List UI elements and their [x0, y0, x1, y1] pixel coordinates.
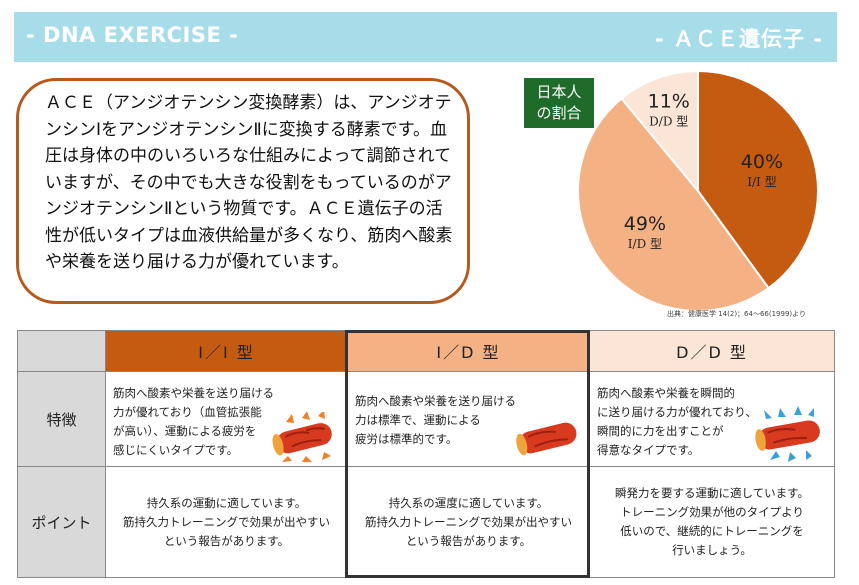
table-header-row: I／I 型 I／D 型 D／D 型: [17, 330, 835, 372]
feature-line: に送り届ける力が優れており、: [597, 405, 757, 419]
feature-line: 筋肉へ酸素や栄養を送り届ける: [113, 386, 274, 400]
feature-line: 瞬間的に力を出すことが: [597, 424, 724, 438]
description-text: ＡＣＥ（アンジオテンシン変換酵素）は、アンジオテンシンⅠをアンジオテンシンⅡに変…: [45, 93, 453, 272]
column-header-dd: D／D 型: [589, 330, 835, 372]
pie-slice-id: [577, 97, 770, 312]
feature-line: 筋肉へ酸素や栄養を瞬間的: [597, 386, 735, 400]
header-right-title: - ＡＣＥ遺伝子 -: [654, 27, 823, 51]
pie-label-id: I/D 型: [628, 237, 662, 251]
point-line: 持久系の運動に適しています。: [146, 495, 307, 510]
feature-cell-id: 筋肉へ酸素や栄養を送り届ける 力は標準で、運動による 疲労は標準的です。: [347, 371, 590, 467]
header-left-title: - DNA EXERCISE -: [26, 23, 239, 47]
point-line: 筋持久力トレーニングで効果が出やすい: [123, 514, 330, 529]
pie-slice-dd: [620, 69, 699, 194]
point-cell-ii: 持久系の運動に適しています。 筋持久力トレーニングで効果が出やすい という報告が…: [105, 466, 348, 578]
feature-line: 得意なタイプです。: [597, 443, 700, 457]
pie-slice-ii: [697, 69, 819, 290]
feature-line: 力が優れており（血管拡張能: [113, 405, 262, 419]
pie-label-ii: I/I 型: [747, 175, 776, 189]
feature-line: 力は標準で、運動による: [355, 413, 481, 427]
pie-percent-dd: 11%: [648, 91, 690, 113]
chart-source: 出典：健康医学 14(2)；64〜66(1999)より: [667, 310, 806, 318]
blood-vessel-inward-arrows-icon: [755, 406, 820, 462]
feature-cell-ii: 筋肉へ酸素や栄養を送り届ける 力が優れており（血管拡張能 が高い）、運動による疲…: [105, 371, 348, 467]
blood-vessel-icon: [516, 422, 577, 456]
badge-line2: の割合: [536, 104, 582, 122]
pie-chart: 40% I/I 型 49% I/D 型 11% D/D 型: [577, 69, 819, 312]
description-box: ＡＣＥ（アンジオテンシン変換酵素）は、アンジオテンシンⅠをアンジオテンシンⅡに変…: [16, 78, 470, 304]
point-line: 筋持久力トレーニングで効果が出やすい: [365, 514, 572, 529]
pie-label-dd: D/D 型: [649, 115, 688, 129]
point-line: という報告があります。: [405, 533, 532, 548]
genotype-table: I／I 型 I／D 型 D／D 型 特徴 筋肉へ酸素や栄養を送り届ける 力が優れ…: [17, 330, 835, 578]
point-line: 瞬発力を要する運動に適しています。: [614, 486, 809, 500]
point-line: 持久系の運度に適しています。: [388, 495, 549, 510]
table-row-feature: 特徴 筋肉へ酸素や栄養を送り届ける 力が優れており（血管拡張能 が高い）、運動に…: [17, 371, 835, 467]
feature-line: が高い）、運動による疲労を: [113, 424, 257, 438]
column-header-ii: I／I 型: [105, 330, 348, 372]
feature-cell-dd: 筋肉へ酸素や栄養を瞬間的 に送り届ける力が優れており、 瞬間的に力を出すことが …: [589, 371, 835, 467]
point-line: という報告があります。: [163, 533, 290, 548]
point-cell-id: 持久系の運度に適しています。 筋持久力トレーニングで効果が出やすい という報告が…: [347, 466, 590, 578]
point-line: 低いので、継続的にトレーニングを: [620, 524, 804, 538]
feature-line: 筋肉へ酸素や栄養を送り届ける: [355, 394, 516, 408]
point-line: 行いましょう。: [672, 543, 752, 557]
feature-line: 疲労は標準的です。: [355, 432, 458, 446]
row-label-feature: 特徴: [17, 371, 106, 467]
badge-line1: 日本人: [536, 83, 582, 101]
blood-vessel-outward-arrows-icon: [272, 412, 332, 462]
pie-percent-ii: 40%: [741, 151, 783, 173]
column-header-id: I／D 型: [347, 330, 590, 372]
ratio-badge: 日本人 の割合: [524, 78, 594, 128]
pie-percent-id: 49%: [624, 213, 666, 235]
row-label-point: ポイント: [17, 466, 106, 578]
header-banner: - DNA EXERCISE - - ＡＣＥ遺伝子 -: [14, 12, 837, 62]
header-blank-cell: [17, 330, 106, 372]
point-cell-dd: 瞬発力を要する運動に適しています。 トレーニング効果が他のタイプより 低いので、…: [589, 466, 835, 578]
table-row-point: ポイント 持久系の運動に適しています。 筋持久力トレーニングで効果が出やすい と…: [17, 466, 835, 578]
feature-line: 感じにくいタイプです。: [113, 443, 239, 457]
point-line: トレーニング効果が他のタイプより: [620, 505, 804, 519]
